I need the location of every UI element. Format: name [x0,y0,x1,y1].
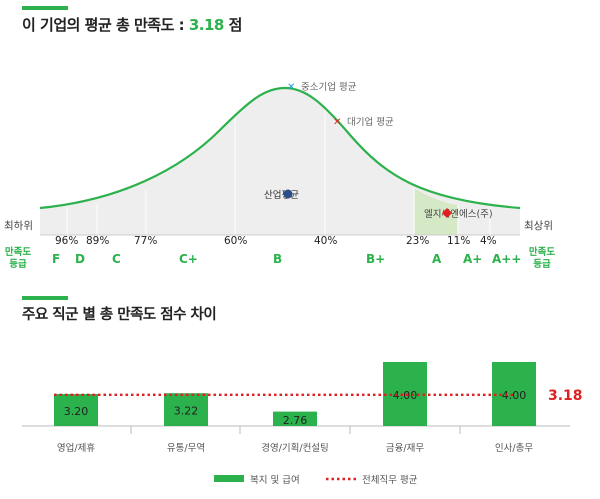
title-suffix: 점 [223,16,243,34]
grade-c: C [112,252,121,266]
company-label: 엘지씨엔에스(주) [424,209,493,220]
category-label: 유통/무역 [167,443,205,454]
curve-left-label: 최하위 [4,220,33,232]
industry-avg-label: 산업평균 [264,189,299,201]
distribution-curve: ✕ 중소기업 평균 ✕ 대기업 평균 산업평균 엘지씨엔에스(주) [39,81,521,236]
bar-value-label: 2.76 [283,414,308,427]
bar-value-label: 3.20 [64,405,89,418]
grade-c-plus: C+ [179,252,198,266]
overall-average-value: 3.18 [548,388,583,404]
grade-f: F [52,252,61,266]
section2-title: 주요 직군 별 총 만족도 점수 차이 [22,307,217,323]
grade-b: B [273,252,283,266]
sme-avg-label: 중소기업 평균 [301,81,357,93]
curve-right-label: 최상위 [524,220,553,232]
percentile-label: 23% [406,235,430,247]
curve-line [39,86,521,210]
bar [54,394,98,426]
section1-accent-bar [22,6,68,10]
grade-a-plus: A+ [463,252,483,266]
section1-title: 이 기업의 평균 총 만족도 : 3.18 점 [22,14,242,35]
percentile-label: 4% [480,235,497,247]
percentile-label: 60% [224,235,248,247]
bar-value-label: 3.22 [174,405,199,418]
sme-avg-marker-icon: ✕ [287,82,295,93]
average-score: 3.18 [188,16,225,34]
category-label: 경영/기획/컨설팅 [261,442,329,454]
percentile-label: 11% [447,235,471,247]
grade-label-right: 만족도 등급 [528,247,556,270]
legend-bar-swatch [214,475,244,482]
grade-a: A [432,252,442,266]
grade-label-left: 만족도 등급 [4,247,32,270]
bar-value-label: 4.00 [502,389,527,402]
job-group-bar-chart: 3.20 영업/제휴 3.22 유통/무역 2.76 경영/기획/컨설팅 4.00 금융/재무… [22,362,583,486]
legend-line-label: 전체직무 평균 [362,475,418,486]
category-label: 영업/제휴 [57,442,95,454]
bar [164,393,208,426]
large-avg-label: 대기업 평균 [347,116,394,128]
legend-bar-label: 복지 및 급여 [250,474,300,486]
bar-value-label: 4.00 [393,389,418,402]
grade-a-plus-plus: A++ [492,252,522,266]
company-grade-region [414,188,458,235]
curve-area [40,88,520,235]
title-prefix: 이 기업의 평균 총 만족도 : [22,16,189,34]
grade-d: D [75,252,85,266]
industry-avg-marker-icon [283,189,293,199]
section2-accent-bar [22,296,68,300]
percentile-label: 89% [86,235,110,247]
company-marker-icon [442,208,452,218]
percentile-label: 96% [55,235,79,247]
bar [273,411,317,426]
bar [492,362,536,426]
large-avg-marker-icon: ✕ [333,117,341,128]
percentile-label: 77% [134,235,158,247]
category-label: 인사/총무 [495,443,533,454]
category-label: 금융/재무 [386,443,424,454]
percentile-label: 40% [314,235,338,247]
grade-b-plus: B+ [366,252,386,266]
